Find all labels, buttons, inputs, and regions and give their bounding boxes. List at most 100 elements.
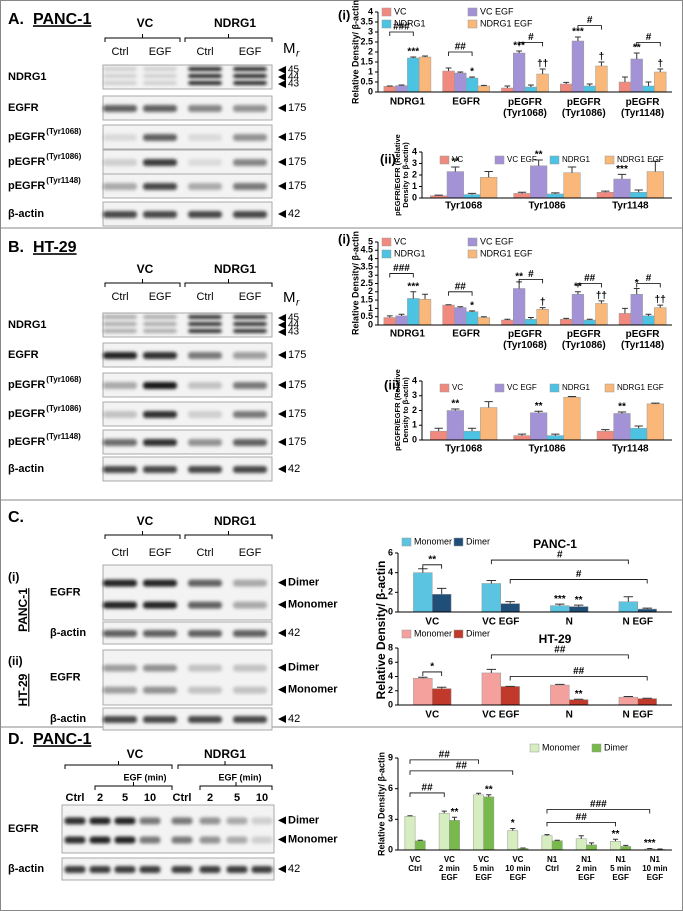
blot-band	[233, 439, 267, 446]
marker-arrow	[278, 816, 286, 825]
marker-label: 175	[288, 349, 306, 361]
bar	[413, 572, 433, 613]
bar	[563, 396, 581, 441]
bracket-label: ##	[584, 273, 596, 284]
y-tick-label: 3	[368, 26, 373, 36]
error-bar	[467, 427, 477, 432]
bar	[610, 841, 621, 851]
bar	[654, 307, 667, 326]
error-bar	[539, 68, 546, 74]
bracket	[518, 278, 544, 284]
marker-arrow	[278, 663, 286, 672]
blot-band	[143, 579, 177, 587]
error-bar	[539, 307, 546, 310]
blot-band	[188, 183, 222, 190]
lane-label: Ctrl	[111, 547, 128, 559]
bracket-label: ##	[456, 761, 468, 772]
bar	[595, 65, 608, 93]
bar	[512, 288, 526, 326]
row-label-sup: (Tyr1086)	[46, 404, 81, 413]
legend-label: NDRG1	[562, 155, 591, 164]
bar	[463, 430, 481, 441]
error-bar	[434, 427, 443, 432]
bar	[560, 83, 573, 93]
legend-swatch	[604, 383, 615, 393]
error-bar	[504, 85, 511, 88]
legend-swatch	[529, 743, 540, 753]
error-bar	[574, 291, 581, 295]
error-bar	[598, 61, 605, 66]
bar	[551, 840, 563, 851]
legend-label: VC EGF	[507, 383, 537, 392]
row-label-sup: (Tyr1068)	[46, 375, 81, 384]
bar	[513, 193, 531, 199]
error-bar	[534, 410, 543, 413]
error-bar	[555, 603, 565, 606]
bar	[569, 699, 589, 706]
error-bar	[645, 313, 652, 316]
significance: ***	[616, 164, 628, 175]
blot-band	[103, 382, 137, 389]
error-bar	[410, 291, 417, 299]
significance: **	[618, 402, 626, 413]
error-bar	[657, 304, 664, 308]
blot-band	[188, 67, 222, 71]
error-bar	[544, 834, 550, 836]
y-axis-label: Relative Density/ β-actin	[376, 752, 386, 856]
blot-band	[103, 411, 137, 418]
marker-label: 175	[288, 180, 306, 192]
blot-band	[199, 836, 221, 844]
legend-swatch	[591, 743, 602, 753]
y-tick-label: 1.5	[360, 56, 373, 66]
marker-arrow	[278, 600, 286, 609]
error-bar	[623, 695, 634, 698]
blot-band	[143, 352, 177, 359]
x-tick-label: pEGFR (Tyr1068)	[503, 329, 547, 351]
error-bar	[486, 580, 497, 584]
error-bar	[578, 835, 584, 839]
blot-band	[114, 817, 136, 825]
y-tick-label: 4	[388, 671, 393, 681]
bar	[501, 87, 514, 93]
blot-band	[143, 159, 177, 166]
legend-swatch	[467, 249, 478, 259]
y-axis-label: Relative Density/ β-actin	[350, 0, 360, 104]
legend-label: VC EGF	[480, 236, 514, 246]
x-tick-label: N EGF	[622, 617, 653, 628]
error-bar	[634, 425, 643, 429]
blot-band	[188, 630, 222, 637]
legend-label: VC EGF	[480, 6, 514, 16]
bar	[646, 403, 664, 441]
bar	[586, 844, 597, 851]
bar	[530, 165, 548, 199]
egf-brace	[199, 782, 273, 790]
row-label-sup: (Tyr1148)	[46, 432, 81, 441]
marker-arrow	[278, 438, 286, 446]
blot-strip	[102, 649, 273, 706]
significance: *	[470, 67, 474, 78]
x-tick-label: Tyr1148	[612, 444, 649, 455]
blot-band	[64, 817, 86, 825]
blot-band	[139, 866, 161, 873]
bracket-label: ##	[554, 644, 566, 655]
legend-swatch	[494, 155, 505, 165]
bar	[613, 413, 631, 441]
blot-band	[233, 686, 267, 694]
marker-arrow	[278, 381, 286, 389]
legend-swatch	[381, 237, 392, 247]
bracket	[389, 273, 414, 278]
blot-band	[143, 686, 177, 694]
blot-band	[188, 382, 222, 389]
blot-band	[233, 716, 267, 723]
row-label: pEGFR	[8, 156, 45, 168]
lane-label: Ctrl	[111, 46, 128, 58]
marker-label: 175	[288, 408, 306, 420]
x-tick-label: pEGFR (Tyr1086)	[562, 97, 606, 119]
blot-band	[233, 382, 267, 389]
blot-band	[143, 716, 177, 723]
bar	[546, 435, 564, 441]
lane-label: EGF	[239, 291, 262, 303]
blot-band	[233, 134, 267, 141]
bar	[446, 410, 464, 441]
blot-band	[188, 329, 222, 333]
